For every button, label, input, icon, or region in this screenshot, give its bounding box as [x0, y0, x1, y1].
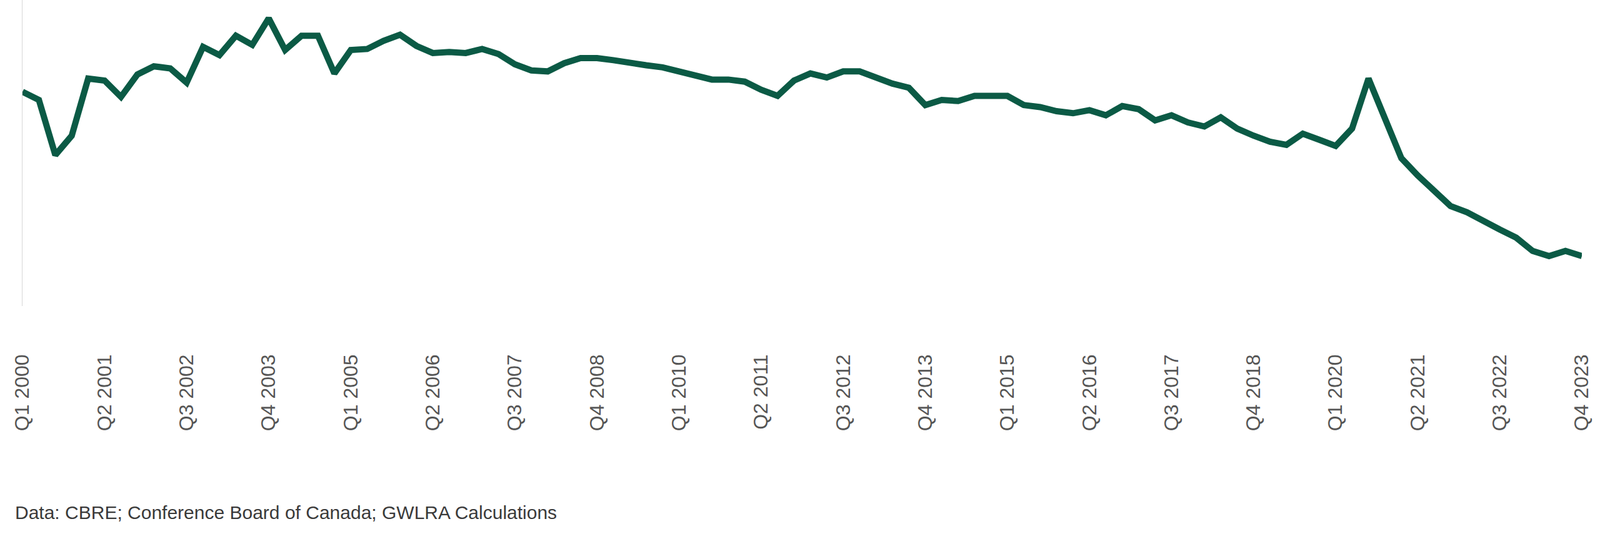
- svg-text:Q3 2007: Q3 2007: [503, 354, 526, 432]
- svg-text:Q4 2013: Q4 2013: [913, 354, 937, 432]
- svg-text:Q2 2006: Q2 2006: [421, 354, 444, 432]
- svg-text:Q2 2016: Q2 2016: [1078, 354, 1101, 432]
- svg-text:Q3 2017: Q3 2017: [1160, 354, 1183, 432]
- svg-text:Q1 2020: Q1 2020: [1323, 354, 1347, 432]
- svg-text:Q3 2012: Q3 2012: [831, 354, 855, 432]
- svg-text:Q4 2003: Q4 2003: [256, 354, 280, 432]
- svg-text:Q3 2002: Q3 2002: [175, 354, 198, 432]
- svg-text:Q3 2022: Q3 2022: [1488, 354, 1511, 432]
- svg-text:Q2 2011: Q2 2011: [749, 354, 772, 430]
- svg-text:Q1 2005: Q1 2005: [339, 354, 362, 432]
- svg-text:Q4 2018: Q4 2018: [1241, 354, 1265, 432]
- svg-text:Q4 2008: Q4 2008: [585, 354, 609, 432]
- svg-text:Q1 2015: Q1 2015: [995, 354, 1019, 432]
- svg-text:Q2 2001: Q2 2001: [93, 354, 116, 432]
- svg-text:Q2 2021: Q2 2021: [1406, 354, 1429, 432]
- svg-text:Q1 2010: Q1 2010: [667, 354, 690, 432]
- svg-text:Data: CBRE; Conference Board o: Data: CBRE; Conference Board of Canada; …: [15, 502, 557, 524]
- svg-text:Q4 2023: Q4 2023: [1570, 354, 1593, 432]
- svg-text:Q1 2000: Q1 2000: [10, 354, 34, 432]
